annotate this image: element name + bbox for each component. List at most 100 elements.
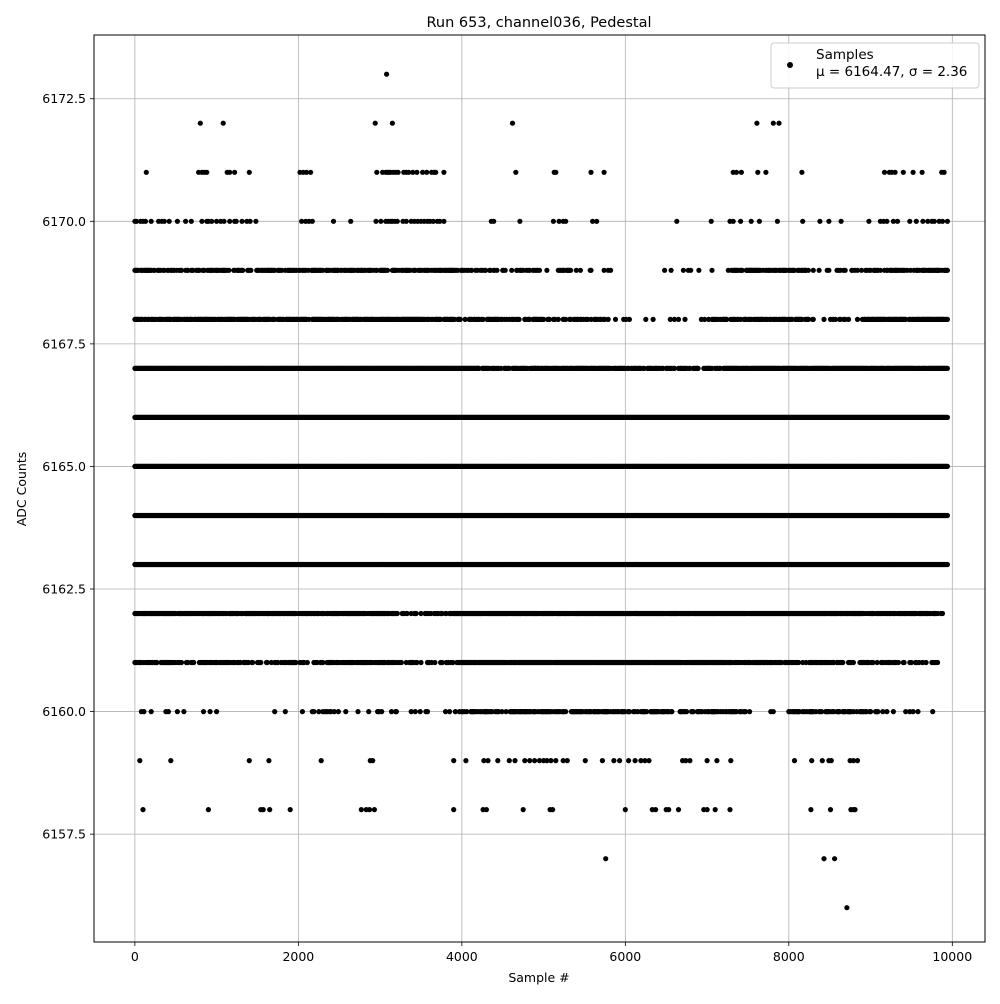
data-point [319, 758, 324, 763]
data-point [372, 807, 377, 812]
data-point [728, 758, 733, 763]
data-point [451, 807, 456, 812]
data-point [855, 758, 860, 763]
data-point [414, 611, 419, 616]
data-point [565, 758, 570, 763]
data-point [413, 709, 418, 714]
data-point [451, 758, 456, 763]
data-point [266, 758, 271, 763]
data-point [633, 758, 638, 763]
data-point [832, 856, 837, 861]
data-point [179, 660, 184, 665]
data-point [646, 758, 651, 763]
data-point [809, 758, 814, 763]
data-point [808, 807, 813, 812]
data-point [940, 611, 945, 616]
data-point [829, 758, 834, 763]
data-point [272, 709, 277, 714]
data-point [896, 660, 901, 665]
data-point [714, 758, 719, 763]
data-point [370, 758, 375, 763]
data-point [247, 758, 252, 763]
data-point [553, 758, 558, 763]
data-point [911, 709, 916, 714]
data-point [283, 709, 288, 714]
data-point [945, 513, 950, 518]
data-point [311, 709, 316, 714]
data-point [875, 709, 880, 714]
data-point [626, 758, 631, 763]
data-point [532, 758, 537, 763]
data-point [563, 709, 568, 714]
data-point [548, 758, 553, 763]
data-point [355, 709, 360, 714]
data-point [840, 660, 845, 665]
data-point [705, 807, 710, 812]
data-point [821, 856, 826, 861]
data-point [367, 807, 372, 812]
data-point [425, 709, 430, 714]
data-point [366, 709, 371, 714]
data-point [495, 758, 500, 763]
data-point [432, 660, 437, 665]
data-point [713, 807, 718, 812]
data-point [611, 758, 616, 763]
data-point [507, 758, 512, 763]
data-point [485, 758, 490, 763]
data-point [214, 709, 219, 714]
data-point [267, 807, 272, 812]
data-point [250, 660, 255, 665]
data-point [418, 709, 423, 714]
data-point [149, 709, 154, 714]
data-point [930, 709, 935, 714]
data-point [359, 807, 364, 812]
data-point [924, 660, 929, 665]
data-point [336, 709, 341, 714]
data-point [669, 709, 674, 714]
data-point [603, 856, 608, 861]
data-point [891, 709, 896, 714]
data-point [343, 709, 348, 714]
data-point [484, 807, 489, 812]
data-point [902, 660, 907, 665]
data-point [395, 611, 400, 616]
data-point [261, 807, 266, 812]
data-point [600, 758, 605, 763]
data-point [399, 660, 404, 665]
data-point [300, 709, 305, 714]
data-point [583, 758, 588, 763]
data-point [705, 758, 710, 763]
data-point [168, 758, 173, 763]
data-point [137, 758, 142, 763]
data-point [771, 709, 776, 714]
data-point [258, 660, 263, 665]
data-point [852, 807, 857, 812]
data-point [653, 807, 658, 812]
data-point [666, 807, 671, 812]
data-point [884, 709, 889, 714]
data-point [463, 758, 468, 763]
data-point [140, 807, 145, 812]
data-point [206, 807, 211, 812]
data-point [166, 709, 171, 714]
data-point [141, 709, 146, 714]
data-point [305, 660, 310, 665]
data-point [747, 709, 752, 714]
data-point [522, 758, 527, 763]
data-point [288, 807, 293, 812]
data-point [181, 709, 186, 714]
data-point [447, 709, 452, 714]
data-point [851, 660, 856, 665]
data-point [828, 807, 833, 812]
data-point [617, 758, 622, 763]
data-point [945, 562, 950, 567]
data-point [379, 709, 384, 714]
data-point [550, 807, 555, 812]
data-point [844, 905, 849, 910]
data-point [175, 709, 180, 714]
data-point [868, 709, 873, 714]
data-point [512, 758, 517, 763]
data-point [687, 758, 692, 763]
data-point [521, 807, 526, 812]
